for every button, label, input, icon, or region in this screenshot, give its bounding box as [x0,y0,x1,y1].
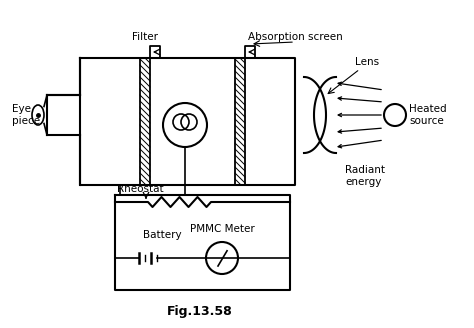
Text: Heated
source: Heated source [409,104,447,126]
Text: Fig.13.58: Fig.13.58 [167,305,233,318]
Text: PMMC Meter: PMMC Meter [190,224,255,234]
Text: Lens: Lens [355,57,379,67]
Text: Eye
piece: Eye piece [12,104,40,126]
Text: Absorption screen: Absorption screen [247,32,342,42]
Text: Filter: Filter [132,32,158,42]
Text: Rheostat: Rheostat [117,184,164,194]
Text: Battery: Battery [143,230,182,240]
Text: Radiant
energy: Radiant energy [345,165,385,187]
